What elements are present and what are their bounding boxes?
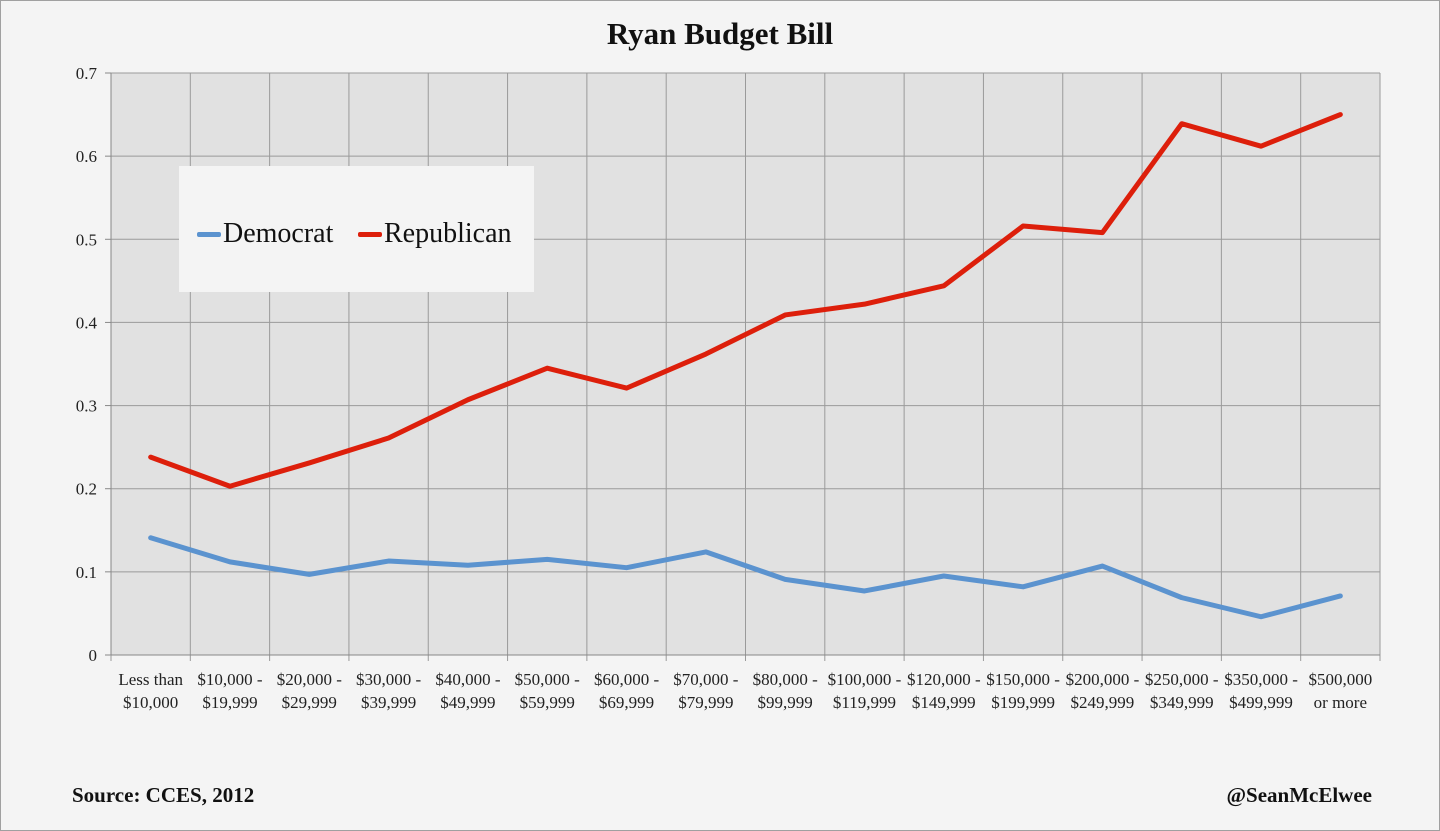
- x-tick-label: $10,000 -$19,999: [197, 670, 263, 712]
- legend-item-republican: Republican: [358, 218, 512, 250]
- x-tick-label: $120,000 -$149,999: [907, 670, 981, 712]
- y-tick-label: 0.6: [76, 147, 97, 166]
- x-tick-label: $20,000 -$29,999: [277, 670, 343, 712]
- y-tick-label: 0.4: [76, 313, 98, 332]
- x-tick-label: $60,000 -$69,999: [594, 670, 660, 712]
- x-tick-label: $350,000 -$499,999: [1224, 670, 1298, 712]
- x-tick-label: $200,000 -$249,999: [1066, 670, 1140, 712]
- y-tick-label: 0.2: [76, 480, 97, 499]
- x-tick-label: $40,000 -$49,999: [435, 670, 501, 712]
- chart-title: Ryan Budget Bill: [606, 16, 834, 51]
- x-tick-label: $50,000 -$59,999: [515, 670, 581, 712]
- legend-label-republican: Republican: [384, 218, 512, 249]
- x-tick-label: $250,000 -$349,999: [1145, 670, 1219, 712]
- author-handle: @SeanMcElwee: [1226, 783, 1372, 807]
- x-tick-label: $150,000 -$199,999: [986, 670, 1060, 712]
- y-tick-label: 0.1: [76, 563, 97, 582]
- x-tick-label: $100,000 -$119,999: [828, 670, 902, 712]
- y-tick-label: 0.5: [76, 230, 97, 249]
- y-tick-label: 0.7: [76, 64, 98, 83]
- x-tick-label: $30,000 -$39,999: [356, 670, 422, 712]
- legend-swatch-democrat: [197, 231, 221, 237]
- legend-item-democrat: Democrat: [197, 218, 333, 250]
- y-tick-label: 0.3: [76, 397, 97, 416]
- legend: Democrat Republican: [179, 166, 534, 292]
- x-tick-label: $80,000 -$99,999: [753, 670, 819, 712]
- x-tick-label: $500,000 or more: [1308, 670, 1372, 712]
- legend-label-democrat: Democrat: [223, 218, 334, 249]
- x-tick-label: $70,000 -$79,999: [673, 670, 739, 712]
- series-line-republican: [148, 112, 1343, 489]
- series-line-democrat: [148, 535, 1343, 620]
- source-note: Source: CCES, 2012: [72, 783, 255, 807]
- x-tick-label: Less than $10,000: [118, 670, 183, 712]
- legend-swatch-republican: [358, 231, 382, 237]
- y-tick-label: 0: [89, 646, 98, 665]
